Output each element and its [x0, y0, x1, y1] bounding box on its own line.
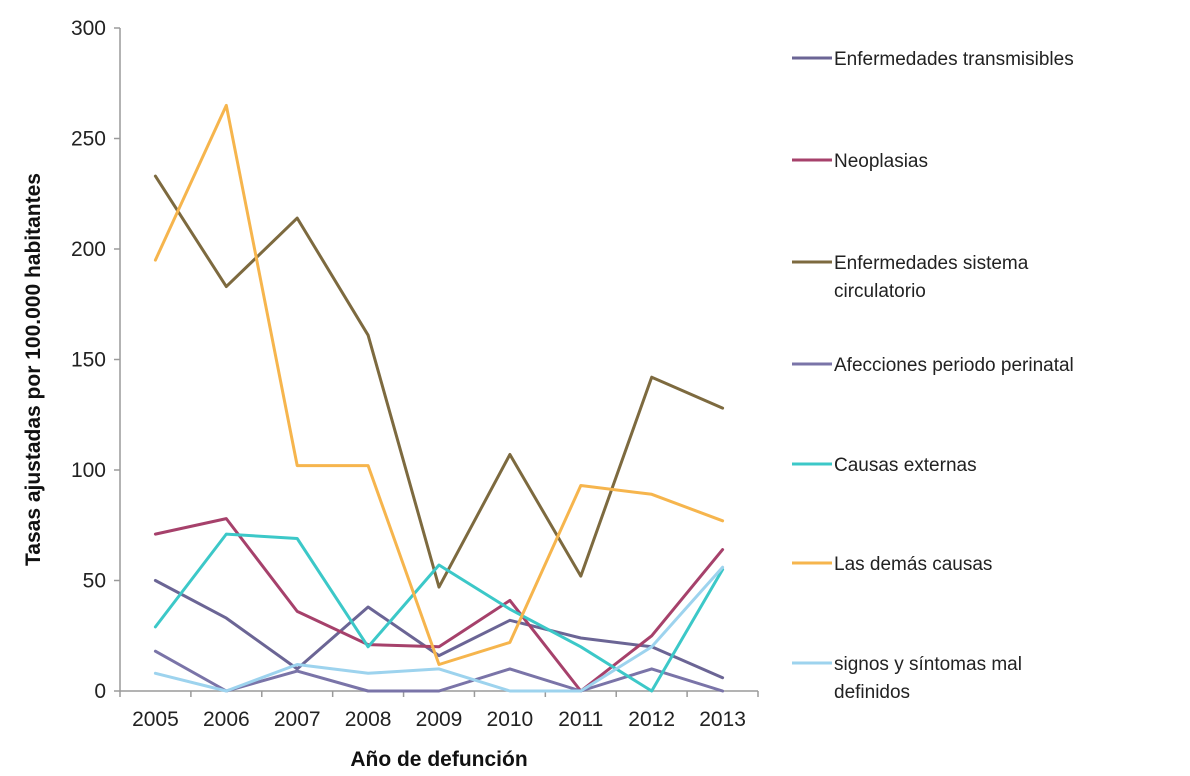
x-tick-label: 2010 — [487, 708, 534, 731]
series-line-5 — [153, 103, 725, 666]
legend-label-0: Enfermedades transmisibles — [834, 49, 1074, 70]
y-axis-title: Tasas ajustadas por 100.000 habitantes — [22, 173, 45, 566]
axes: 0 50 100 150 200 250 300 2005 2006 2007 2008 2009 20… — [71, 17, 759, 731]
x-tick-label: 2009 — [416, 708, 463, 731]
series-line-1 — [153, 517, 725, 693]
x-axis-title: Año de defunción — [350, 748, 527, 771]
legend-label-5: Las demás causas — [834, 554, 992, 575]
x-tick-label: 2008 — [345, 708, 392, 731]
legend-label-1: Neoplasias — [834, 151, 928, 172]
x-tick-label: 2006 — [203, 708, 250, 731]
legend-label-2: Enfermedades sistema circulatorio — [834, 253, 1029, 302]
series-line-0 — [153, 579, 725, 680]
series-line-6 — [153, 565, 725, 693]
legend-label-4: Causas externas — [834, 455, 977, 476]
legend: Enfermedades transmisibles Neoplasias Enfe… — [792, 49, 1074, 703]
x-tick-label: 2011 — [558, 708, 603, 731]
y-tick-label: 0 — [94, 680, 106, 703]
y-tick-label: 200 — [71, 238, 106, 261]
legend-label-3: Afecciones periodo perinatal — [834, 355, 1074, 376]
x-tick-label: 2005 — [132, 708, 179, 731]
y-tick-label: 150 — [71, 349, 106, 372]
x-tick-label: 2013 — [699, 708, 746, 731]
y-tick-label: 250 — [71, 128, 106, 151]
series-line-2 — [153, 174, 725, 589]
x-tick-label: 2012 — [628, 708, 675, 731]
series-line-4 — [153, 532, 725, 693]
y-tick-label: 100 — [71, 459, 106, 482]
y-tick-label: 50 — [83, 570, 106, 593]
x-tick-label: 2007 — [274, 708, 321, 731]
y-tick-label: 300 — [71, 17, 106, 40]
series-lines — [153, 103, 725, 693]
legend-label-6: signos y síntomas mal definidos — [834, 654, 1022, 703]
